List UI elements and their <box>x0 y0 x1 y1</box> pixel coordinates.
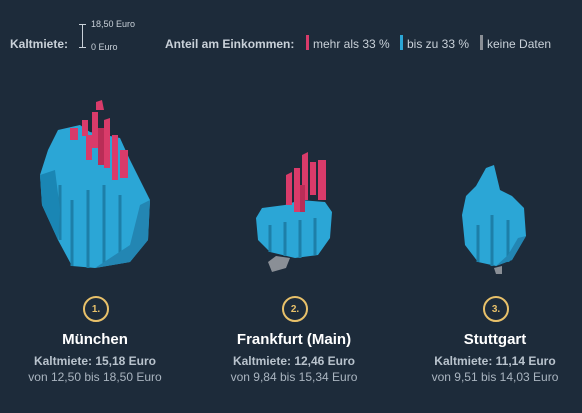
rent-value-frankfurt: Kaltmiete: 12,46 Euro <box>232 354 356 368</box>
rent-range-frankfurt: von 9,84 bis 15,34 Euro <box>230 370 358 384</box>
legend-swatch-high <box>306 35 309 50</box>
rent-scale-cap-bottom <box>79 47 86 48</box>
legend-label-low: bis zu 33 % <box>407 37 470 51</box>
city-name-frankfurt: Frankfurt (Main) <box>236 331 352 348</box>
rent-range-muenchen: von 12,50 bis 18,50 Euro <box>28 370 162 384</box>
rent-scale-cap-top <box>79 24 86 25</box>
legend-label-high: mehr als 33 % <box>313 37 390 51</box>
muenchen-model <box>40 100 150 268</box>
legend-swatch-nodata <box>480 35 483 50</box>
rent-scale-max: 18,50 Euro <box>91 19 136 29</box>
city-name-muenchen: München <box>62 331 128 348</box>
legend-swatch-low <box>400 35 403 50</box>
city-name-stuttgart: Stuttgart <box>463 331 527 348</box>
rent-legend-label: Kaltmiete: <box>10 37 69 51</box>
legend-label-nodata: keine Daten <box>487 37 552 51</box>
rank-badge-3: 3. <box>483 296 509 322</box>
rank-badge-1: 1. <box>83 296 109 322</box>
income-legend-label: Anteil am Einkommen: <box>165 37 295 51</box>
rank-badge-2: 2. <box>282 296 308 322</box>
rent-scale-bar <box>82 24 83 48</box>
stuttgart-model <box>462 165 526 274</box>
city-models <box>40 100 526 274</box>
rent-value-muenchen: Kaltmiete: 15,18 Euro <box>33 354 157 368</box>
rent-scale-min: 0 Euro <box>91 42 118 52</box>
rent-range-stuttgart: von 9,51 bis 14,03 Euro <box>431 370 559 384</box>
frankfurt-model <box>256 152 332 272</box>
rent-value-stuttgart: Kaltmiete: 11,14 Euro <box>434 354 556 368</box>
